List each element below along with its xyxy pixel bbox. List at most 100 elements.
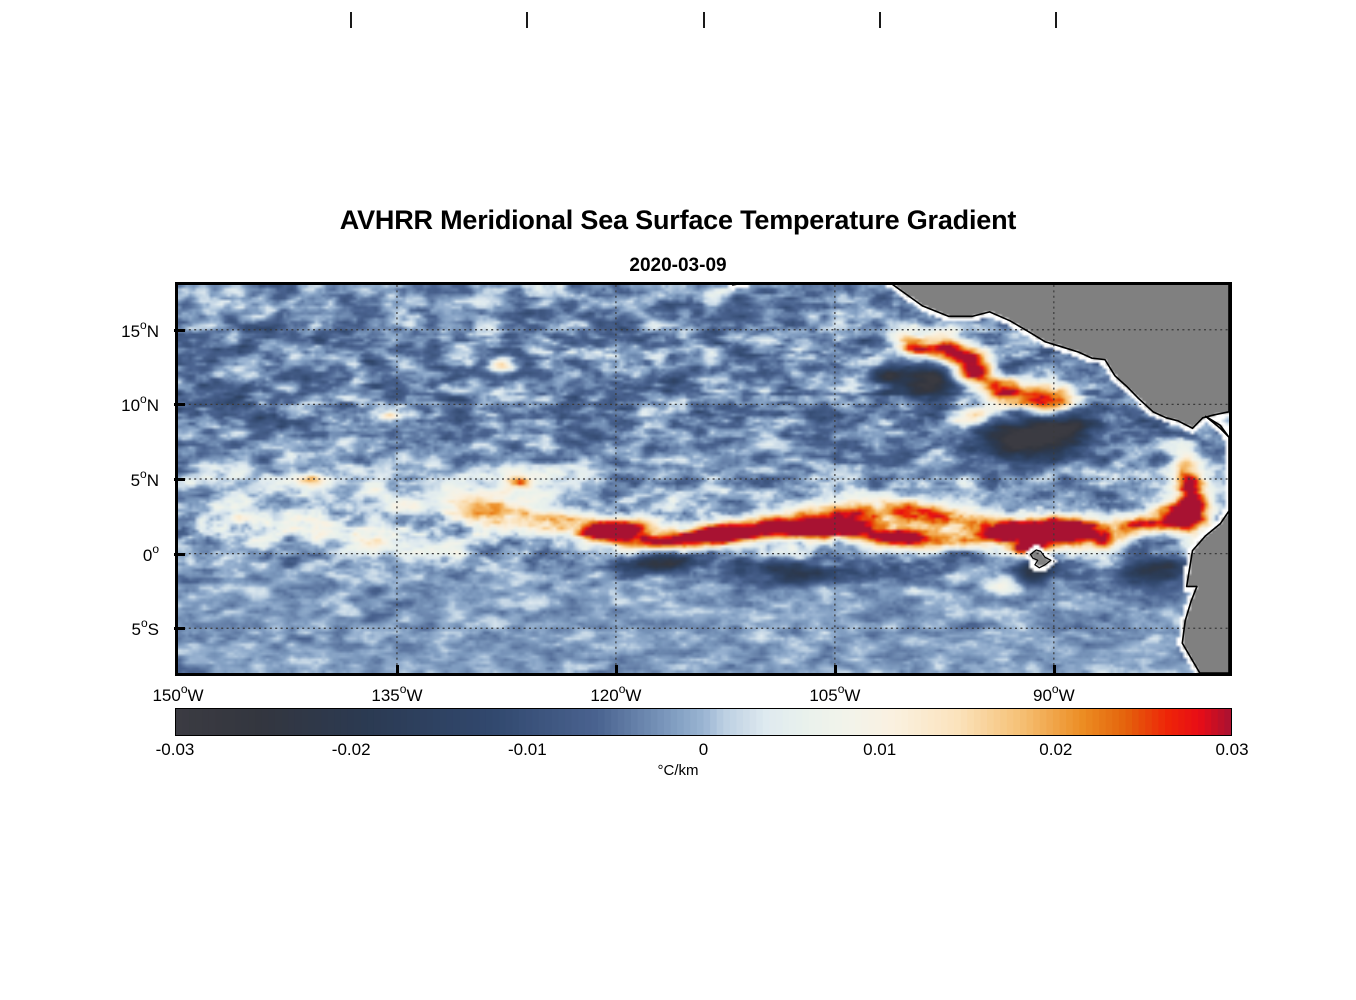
map-plot-area [175,282,1232,676]
y-tickmark-5 [174,478,185,481]
colorbar-slice [321,709,329,735]
y-tickmark-15 [174,328,185,332]
colorbar-slice [1099,709,1107,735]
colorbar-label--0.03: -0.03 [155,740,195,759]
colorbar-slice [202,709,210,735]
colorbar-slice [314,709,322,735]
colorbar-slice [222,709,230,735]
colorbar-slice [228,709,236,735]
colorbar-slice [1158,709,1166,735]
colorbar-slice [947,709,955,735]
colorbar-slice [406,709,415,735]
colorbar-slice [960,709,968,735]
colorbar-slice [927,709,935,735]
colorbar-slice [584,709,593,735]
colorbar-slice [690,709,698,735]
colorbar-slice [657,709,665,735]
colorbar-slice [894,709,902,735]
chart-title: AVHRR Meridional Sea Surface Temperature… [339,205,1017,235]
colorbar-slice [743,709,751,735]
colorbar-slice [288,709,296,735]
coastline-colombia [1029,549,1052,569]
colorbar-slice [1013,709,1021,735]
colorbar-slice [485,709,494,735]
colorbar-label-0: 0 [698,740,709,759]
colorbar-gradient [176,709,1231,735]
colorbar-slice [413,709,421,735]
colorbar-slice [888,709,896,735]
colorbar-label--0.02: -0.02 [331,740,371,759]
colorbar-slice [848,709,856,735]
colorbar-slice [756,709,764,735]
colorbar-slice [347,709,355,735]
colorbar-slice [565,709,573,735]
colorbar-slice [736,709,744,735]
colorbar-slice [1112,709,1120,735]
colorbar-slice [387,709,395,735]
y-tickmark--5 [174,627,185,631]
colorbar-slice [762,709,771,735]
colorbar-slice [782,709,790,735]
colorbar-slice [1145,709,1153,735]
colorbar-slice [367,709,375,735]
x-tick-label-135W: 135oW [371,682,423,705]
colorbar-slice [327,709,335,735]
colorbar-slice [1020,709,1028,735]
colorbar-slice [809,709,817,735]
colorbar-slice [967,709,975,735]
colorbar-slice [439,709,447,735]
colorbar-slice [1125,709,1133,735]
colorbar-slice [241,709,250,735]
colorbar-slice [617,709,626,735]
colorbar-slice [294,709,302,735]
x-tickmark--90 [1052,665,1056,676]
colorbar-slice [235,709,243,735]
colorbar-slice [907,709,916,735]
colorbar-slice [650,709,658,735]
colorbar-slice [1046,709,1054,735]
colorbar-slice [1072,709,1080,735]
colorbar-slice [677,709,685,735]
colorbar-slice [1184,709,1193,735]
colorbar-slice [248,709,256,735]
colorbar-slice [1039,709,1048,735]
colorbar-slice [274,709,283,735]
y-tick-label-10N: 10oN [121,392,159,416]
colorbar-unit-label: °C/km [657,762,699,779]
colorbar-slice [1026,709,1034,735]
colorbar-slice [881,709,889,735]
colorbar-slice [1033,709,1041,735]
colorbar-slice [934,709,942,735]
colorbar-slice [1092,709,1100,735]
colorbar-slice [518,709,527,735]
colorbar-slice [492,709,500,735]
colorbar-slice [1217,709,1226,735]
colorbar-slice [1178,709,1186,735]
colorbar-slice [215,709,223,735]
colorbar-slice [340,709,349,735]
colorbar-slice [558,709,566,735]
y-tick-label-0N: 0o [142,541,159,565]
x-tickmark--105 [833,665,837,676]
colorbar-slice [855,709,863,735]
y-tickmark-0 [174,552,185,556]
colorbar-slice [914,709,922,735]
colorbar-slice [1079,709,1087,735]
colorbar-slice [710,709,718,735]
colorbar-slice [591,709,599,735]
colorbar-slice [624,709,632,735]
colorbar-slice [1138,709,1146,735]
colorbar-slice [1105,709,1113,735]
x-tick-label-105W: 105oW [809,682,861,705]
colorbar-slice [696,709,705,735]
colorbar-slice [505,709,513,735]
colorbar-slice [551,709,560,735]
colorbar-slice [373,709,382,735]
colorbar-slice [835,709,843,735]
colorbar-slice [268,709,276,735]
colorbar-slice [393,709,401,735]
colorbar-slice [1191,709,1199,735]
colorbar-slice [426,709,434,735]
colorbar-slice [987,709,995,735]
